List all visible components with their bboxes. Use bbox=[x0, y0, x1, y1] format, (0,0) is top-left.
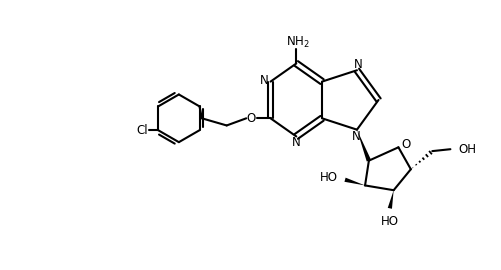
Text: N: N bbox=[353, 58, 362, 70]
Polygon shape bbox=[344, 178, 364, 185]
Polygon shape bbox=[356, 130, 370, 161]
Text: N: N bbox=[259, 74, 268, 87]
Text: N: N bbox=[351, 130, 360, 143]
Text: HO: HO bbox=[380, 215, 398, 228]
Text: N: N bbox=[292, 136, 300, 149]
Polygon shape bbox=[387, 190, 393, 209]
Text: O: O bbox=[246, 112, 256, 125]
Text: OH: OH bbox=[457, 143, 475, 156]
Text: O: O bbox=[400, 139, 409, 151]
Text: HO: HO bbox=[320, 171, 338, 184]
Text: Cl: Cl bbox=[136, 124, 147, 137]
Text: NH$_2$: NH$_2$ bbox=[285, 35, 309, 50]
